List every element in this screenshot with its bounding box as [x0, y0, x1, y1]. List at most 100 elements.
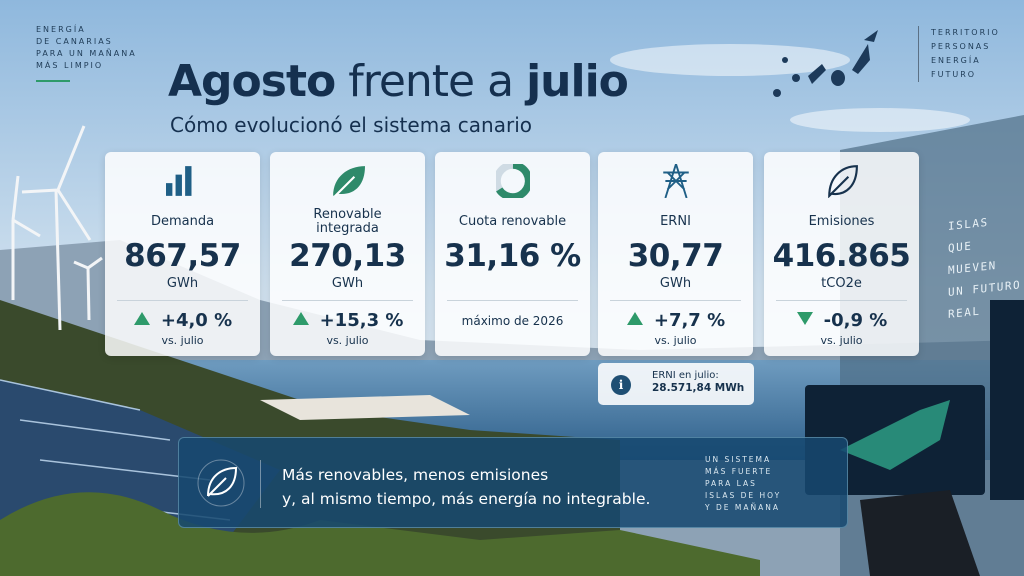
- icon: [165, 166, 191, 196]
- brand: ENERGÍA DE CANARIAS PARA UN MAÑANA MÁS LIMP…: [36, 24, 137, 72]
- banner-text: Más renovables, menos emisiones y, al mis…: [282, 463, 650, 511]
- card-value: 867,57: [124, 238, 241, 274]
- panel-lines: [0, 379, 231, 521]
- banner-side-line: Y DE MAÑANA: [705, 503, 780, 512]
- kpi-card: ERNI 30,77 GWh +7,7 % vs. julio: [598, 152, 753, 356]
- card-icon: [105, 164, 260, 206]
- arrow: [626, 312, 643, 325]
- card-unit: GWh: [659, 276, 692, 291]
- islands-map: [773, 30, 878, 97]
- cloud: [610, 44, 850, 76]
- change: +15,3 %: [319, 310, 404, 331]
- brand-line-text: MÁS LIMPIO: [36, 61, 104, 70]
- title-part: Agosto: [168, 56, 336, 107]
- banner-side-line: UN SISTEMA: [705, 455, 772, 464]
- card-value: 270,13: [289, 238, 406, 274]
- cloud: [790, 108, 970, 132]
- brand-line-text: ENERGÍA: [36, 25, 86, 34]
- change-row: +15,3 %: [270, 310, 425, 331]
- kpi-card: Demanda 867,57 GWh +4,0 % vs. julio: [105, 152, 260, 356]
- card-value: 30,77: [627, 238, 724, 274]
- arrow: [292, 312, 309, 325]
- comparison: vs. julio: [654, 334, 697, 347]
- card-icon: [764, 164, 919, 206]
- comparison: vs. julio: [820, 334, 863, 347]
- card-icon: [270, 164, 425, 206]
- chair: [860, 490, 980, 576]
- card-label: ERNI: [660, 214, 691, 229]
- wind-turbines: [11, 125, 103, 331]
- card-label: Emisiones: [808, 214, 875, 229]
- arrow: [796, 312, 813, 325]
- info-label: ERNI en julio:: [652, 370, 719, 381]
- card-label: Demanda: [150, 214, 215, 229]
- icon: [662, 163, 689, 199]
- info-icon: i: [611, 375, 631, 395]
- map-display: [840, 400, 950, 470]
- card-unit: tCO2e: [821, 276, 862, 291]
- change: +7,7 %: [653, 310, 726, 331]
- arrow-up: [626, 310, 644, 331]
- arrow-up: [133, 310, 151, 331]
- kpi-card: Emisiones 416.865 tCO2e -0,9 % vs. julio: [764, 152, 919, 356]
- monitor: [990, 300, 1024, 500]
- brand-line-text: PARA UN MAÑANA: [36, 49, 137, 58]
- leaf: [207, 466, 238, 497]
- leaf-icon: [197, 459, 245, 507]
- comparison: vs. julio: [326, 334, 369, 347]
- card-unit: GWh: [331, 276, 364, 291]
- card-unit: GWh: [166, 276, 199, 291]
- vegetation: [0, 492, 760, 576]
- tag: PERSONAS: [931, 42, 991, 51]
- brand-line-text: DE CANARIAS: [36, 37, 113, 46]
- card-value: 416.865: [772, 238, 911, 274]
- subtitle: Cómo evolucionó el sistema canario: [170, 113, 533, 137]
- kpi-card: Cuota renovable 31,16 % máximo de 2026: [435, 152, 590, 356]
- divider: [610, 300, 741, 301]
- info-value: 28.571,84 MWh: [652, 382, 745, 394]
- tags: TERRITORIO PERSONAS ENERGÍA FUTURO: [918, 26, 1000, 82]
- divider: [776, 300, 907, 301]
- change-row: +7,7 %: [598, 310, 753, 331]
- town: [260, 395, 470, 420]
- divider: [282, 300, 413, 301]
- title-part: frente a: [348, 56, 514, 107]
- card-label: Cuota renovable: [458, 214, 567, 229]
- card-icon: [435, 161, 590, 206]
- card-label: Renovable integrada: [313, 207, 382, 236]
- arrow: [133, 312, 150, 325]
- change-row: +4,0 %: [105, 310, 260, 331]
- arrow-down: [796, 310, 814, 331]
- title-part: julio: [526, 56, 629, 107]
- icon: [492, 161, 533, 201]
- icon-ring: [197, 459, 245, 507]
- divider: [447, 300, 578, 301]
- change: +4,0 %: [160, 310, 233, 331]
- tag: TERRITORIO: [931, 28, 1000, 37]
- tag: FUTURO: [931, 70, 977, 79]
- card-value: 31,16 %: [444, 238, 581, 274]
- banner-line: y, al mismo tiempo, más energía no integ…: [282, 490, 651, 508]
- comparison: vs. julio: [161, 334, 204, 347]
- banner-side-line: ISLAS DE HOY: [705, 491, 782, 500]
- banner-side: UN SISTEMA MÁS FUERTE PARA LAS ISLAS DE HOY…: [705, 454, 781, 514]
- icon: [827, 165, 858, 199]
- banner-line: Más renovables, menos emisiones: [282, 466, 549, 484]
- side-text: ISLAS QUE MUEVEN UN FUTURO REAL: [948, 208, 1024, 326]
- change: -0,9 %: [823, 310, 888, 331]
- icon: [332, 166, 365, 197]
- banner: [178, 437, 848, 528]
- tag: ENERGÍA: [931, 56, 981, 65]
- change-row: -0,9 %: [764, 310, 919, 331]
- arrow-up: [292, 310, 310, 331]
- kpi-card: Renovable integrada 270,13 GWh +15,3 % vs. j…: [270, 152, 425, 356]
- divider: [117, 300, 248, 301]
- divider: [260, 460, 261, 508]
- banner-side-line: MÁS FUERTE: [705, 467, 773, 476]
- card-note: máximo de 2026: [461, 314, 564, 328]
- accent-line: [36, 80, 70, 82]
- title: Agosto frente a julio: [168, 56, 629, 107]
